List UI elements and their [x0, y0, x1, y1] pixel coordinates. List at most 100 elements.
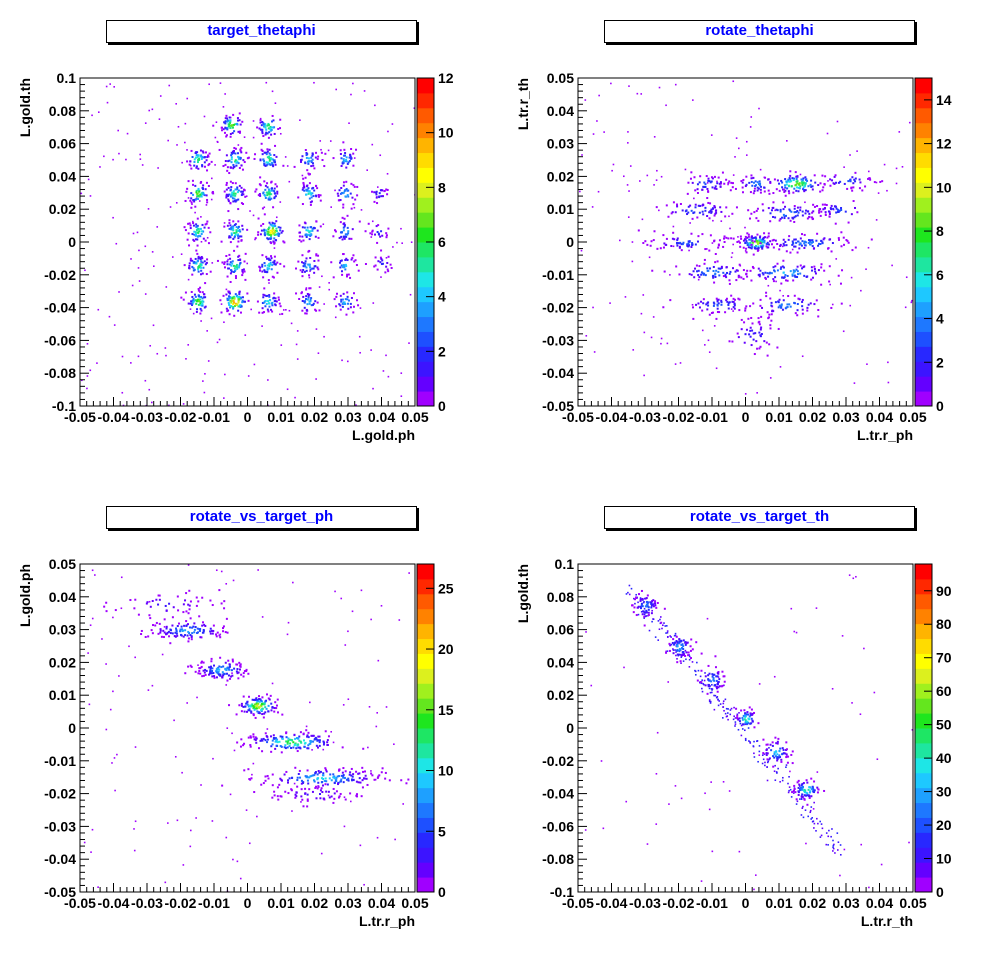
data-point [285, 740, 288, 743]
data-point [864, 185, 867, 188]
data-point [876, 758, 879, 761]
data-point [387, 227, 390, 230]
data-point [712, 270, 715, 273]
color-scale-label: 12 [936, 136, 952, 152]
y-tick-label: -0.04 [44, 300, 76, 316]
data-point [232, 200, 235, 203]
data-point [273, 232, 276, 235]
data-point [813, 827, 815, 829]
data-point [262, 716, 265, 719]
data-point [691, 242, 694, 245]
data-point [193, 239, 196, 242]
data-point [231, 674, 234, 677]
data-point [274, 747, 277, 750]
data-point [725, 206, 728, 209]
data-point [347, 299, 350, 302]
data-point [264, 706, 267, 709]
data-point [228, 303, 231, 306]
data-point [694, 203, 697, 206]
data-point [811, 216, 814, 219]
data-point [219, 673, 222, 676]
data-point [805, 791, 808, 794]
data-point [112, 690, 114, 693]
data-point [585, 334, 588, 337]
data-point [273, 192, 276, 195]
data-point [256, 700, 259, 703]
data-point [266, 182, 269, 185]
data-point [749, 305, 752, 308]
data-point [279, 201, 282, 203]
data-point [773, 269, 776, 272]
data-point [749, 714, 752, 717]
data-point [265, 128, 268, 131]
data-point [189, 829, 192, 832]
data-point [829, 238, 832, 241]
data-point [307, 250, 310, 253]
data-point [734, 723, 737, 725]
data-point [300, 292, 303, 295]
data-point [806, 794, 809, 797]
data-point [247, 156, 250, 159]
data-point [275, 185, 278, 188]
data-point [312, 740, 315, 743]
data-point [698, 181, 701, 184]
data-point [106, 101, 109, 104]
data-point [342, 158, 345, 161]
data-point [200, 192, 203, 195]
data-point [240, 151, 243, 154]
data-point [271, 264, 274, 267]
data-point [728, 340, 731, 343]
data-point [309, 203, 312, 206]
data-point [145, 602, 148, 605]
data-point [678, 642, 681, 645]
data-point [680, 656, 683, 658]
data-point [752, 253, 755, 256]
data-point [751, 245, 754, 248]
data-point [225, 684, 228, 686]
data-point [227, 210, 230, 213]
data-point [261, 128, 264, 131]
data-point [233, 235, 236, 238]
data-point [266, 148, 269, 151]
data-point [744, 309, 747, 312]
data-point [719, 206, 722, 209]
data-point [673, 634, 676, 637]
data-point [832, 846, 834, 849]
data-point [228, 704, 231, 707]
x-tick-label: -0.02 [165, 409, 197, 425]
data-point [760, 238, 763, 241]
data-point [305, 312, 308, 315]
data-point [732, 718, 735, 721]
data-point [312, 226, 315, 229]
data-point [806, 306, 809, 309]
data-point [382, 370, 385, 372]
data-point [799, 272, 802, 275]
data-point [376, 231, 379, 234]
y-tick-label: 0 [566, 234, 574, 250]
data-point [162, 629, 165, 632]
data-point [314, 786, 317, 789]
data-point [265, 81, 268, 84]
data-point [781, 753, 784, 756]
data-point [643, 611, 646, 614]
data-point [230, 264, 233, 267]
data-point [766, 761, 769, 764]
data-point [200, 636, 203, 639]
data-point [232, 220, 235, 223]
data-point [272, 126, 275, 129]
data-point [295, 795, 298, 798]
data-point [131, 284, 134, 287]
data-point [736, 713, 739, 716]
data-point [184, 141, 186, 144]
data-point [112, 616, 114, 619]
data-point [350, 767, 353, 770]
data-point [260, 783, 263, 786]
data-point [315, 785, 318, 788]
data-point [225, 135, 228, 138]
data-point [267, 198, 270, 201]
x-tick-label: -0.03 [629, 409, 661, 425]
data-point [234, 192, 237, 195]
data-point [219, 299, 222, 302]
data-point [199, 672, 202, 675]
data-point [125, 158, 127, 161]
